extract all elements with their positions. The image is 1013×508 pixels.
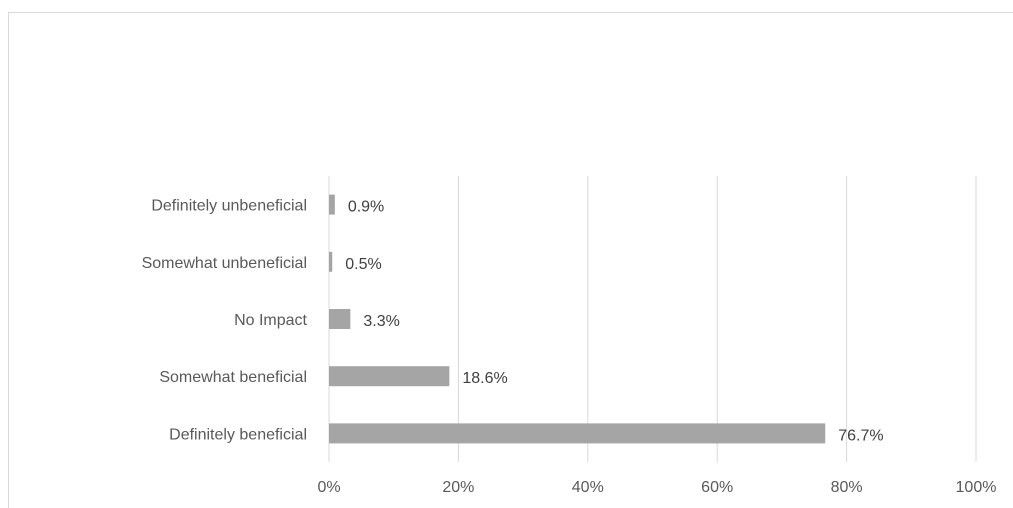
chart-frame (8, 12, 1013, 508)
category-label: Definitely beneficial (169, 426, 307, 443)
x-tick-label: 0% (317, 479, 340, 496)
data-label: 0.9% (348, 199, 384, 216)
x-tick-label: 20% (442, 479, 474, 496)
bar (329, 423, 826, 444)
bar (329, 366, 450, 387)
bar (329, 309, 351, 329)
x-tick-label: 60% (701, 479, 733, 496)
category-label: No Impact (234, 312, 307, 329)
data-label: 0.5% (345, 256, 381, 273)
data-label: 18.6% (462, 370, 507, 387)
x-tick-label: 40% (572, 479, 604, 496)
data-label: 3.3% (363, 313, 399, 330)
x-tick-label: 80% (831, 479, 863, 496)
category-label: Definitely unbeneficial (151, 198, 307, 215)
category-label: Somewhat beneficial (159, 369, 307, 386)
data-label: 76.7% (838, 427, 883, 444)
bar (329, 194, 335, 215)
category-label: Somewhat unbeneficial (142, 255, 307, 272)
bar (329, 251, 333, 272)
x-tick-label: 100% (956, 479, 997, 496)
